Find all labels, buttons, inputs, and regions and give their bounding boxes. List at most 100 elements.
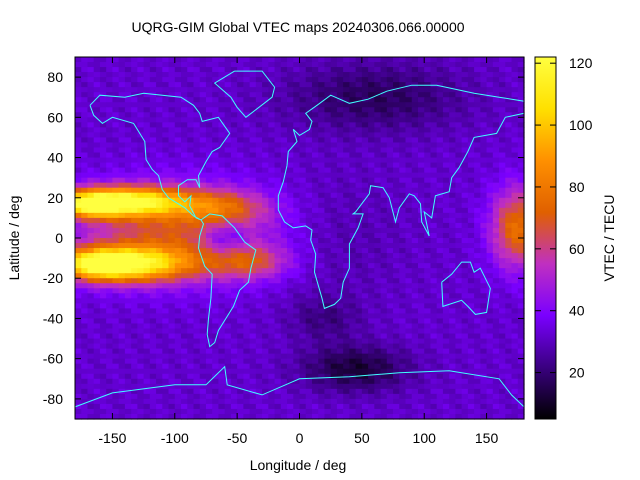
- heatmap-cell: [486, 137, 494, 144]
- heatmap-cell: [181, 353, 188, 360]
- heatmap-cell: [405, 102, 413, 108]
- heatmap-cell: [87, 202, 95, 209]
- heatmap-cell: [262, 298, 269, 304]
- heatmap-cell: [436, 137, 444, 144]
- heatmap-cell: [75, 243, 82, 249]
- heatmap-cell: [361, 157, 369, 164]
- heatmap-cell: [474, 232, 481, 239]
- heatmap-cell: [430, 323, 438, 330]
- heatmap-cell: [393, 248, 400, 254]
- heatmap-cell: [162, 313, 170, 320]
- heatmap-cell: [124, 87, 132, 93]
- heatmap-cell: [218, 308, 226, 315]
- heatmap-cell: [255, 222, 263, 229]
- heatmap-cell: [374, 62, 382, 68]
- heatmap-cell: [361, 263, 369, 269]
- heatmap-cell: [417, 383, 425, 390]
- heatmap-cell: [131, 112, 138, 118]
- heatmap-cell: [330, 182, 338, 189]
- heatmap-cell: [411, 182, 419, 189]
- heatmap-cell: [318, 318, 326, 325]
- heatmap-cell: [299, 398, 307, 405]
- heatmap-cell: [461, 197, 469, 204]
- heatmap-cell: [324, 107, 332, 113]
- heatmap-cell: [417, 57, 425, 63]
- heatmap-cell: [255, 243, 263, 249]
- heatmap-cell: [187, 167, 195, 174]
- heatmap-cell: [455, 328, 463, 335]
- heatmap-cell: [405, 227, 413, 234]
- heatmap-cell: [293, 288, 301, 294]
- heatmap-cell: [442, 358, 450, 365]
- heatmap-cell: [199, 278, 207, 284]
- heatmap-cell: [237, 323, 244, 330]
- heatmap-cell: [212, 187, 220, 194]
- heatmap-cell: [305, 72, 313, 78]
- heatmap-cell: [230, 232, 238, 239]
- heatmap-cell: [343, 57, 350, 63]
- heatmap-cell: [374, 353, 382, 360]
- heatmap-cell: [361, 222, 369, 229]
- heatmap-cell: [517, 308, 525, 315]
- heatmap-cell: [280, 82, 288, 88]
- heatmap-cell: [299, 192, 307, 199]
- heatmap-cell: [81, 217, 89, 224]
- heatmap-cell: [299, 232, 307, 239]
- heatmap-cell: [255, 318, 263, 325]
- heatmap-cell: [399, 363, 407, 370]
- heatmap-cell: [162, 182, 170, 189]
- heatmap-cell: [324, 398, 332, 405]
- heatmap-cell: [374, 57, 382, 63]
- heatmap-cell: [168, 192, 176, 199]
- heatmap-cell: [442, 77, 450, 83]
- heatmap-cell: [467, 398, 475, 405]
- heatmap-cell: [131, 132, 138, 139]
- heatmap-cell: [449, 67, 457, 73]
- heatmap-cell: [417, 338, 425, 345]
- heatmap-cell: [230, 268, 238, 274]
- heatmap-cell: [436, 92, 444, 98]
- heatmap-cell: [280, 383, 288, 390]
- heatmap-cell: [205, 313, 213, 320]
- heatmap-cell: [330, 57, 338, 63]
- heatmap-cell: [131, 323, 138, 330]
- heatmap-cell: [499, 77, 506, 83]
- heatmap-cell: [187, 303, 195, 309]
- heatmap-cell: [199, 348, 207, 355]
- heatmap-cell: [262, 67, 269, 73]
- heatmap-cell: [442, 127, 450, 134]
- heatmap-cell: [411, 77, 419, 83]
- heatmap-cell: [324, 217, 332, 224]
- heatmap-cell: [249, 92, 257, 98]
- heatmap-cell: [224, 293, 232, 299]
- heatmap-cell: [181, 363, 188, 370]
- heatmap-cell: [355, 388, 363, 395]
- heatmap-cell: [199, 368, 207, 375]
- heatmap-cell: [205, 142, 213, 149]
- heatmap-cell: [399, 207, 407, 214]
- heatmap-cell: [81, 343, 89, 350]
- heatmap-cell: [287, 97, 294, 103]
- heatmap-cell: [355, 62, 363, 68]
- heatmap-cell: [181, 373, 188, 380]
- heatmap-cell: [486, 243, 494, 249]
- heatmap-cell: [218, 258, 226, 264]
- heatmap-cell: [374, 162, 382, 169]
- heatmap-cell: [268, 117, 276, 123]
- heatmap-cell: [467, 62, 475, 68]
- heatmap-cell: [517, 127, 525, 134]
- heatmap-cell: [212, 97, 220, 103]
- heatmap-cell: [205, 338, 213, 345]
- heatmap-cell: [193, 368, 201, 375]
- heatmap-cell: [324, 202, 332, 209]
- heatmap-cell: [168, 243, 176, 249]
- heatmap-cell: [168, 232, 176, 239]
- heatmap-cell: [305, 167, 313, 174]
- heatmap-cell: [243, 288, 251, 294]
- heatmap-cell: [106, 62, 114, 68]
- heatmap-cell: [218, 67, 226, 73]
- heatmap-cell: [399, 378, 407, 385]
- heatmap-cell: [368, 222, 375, 229]
- heatmap-cell: [149, 358, 157, 365]
- heatmap-cell: [199, 253, 207, 259]
